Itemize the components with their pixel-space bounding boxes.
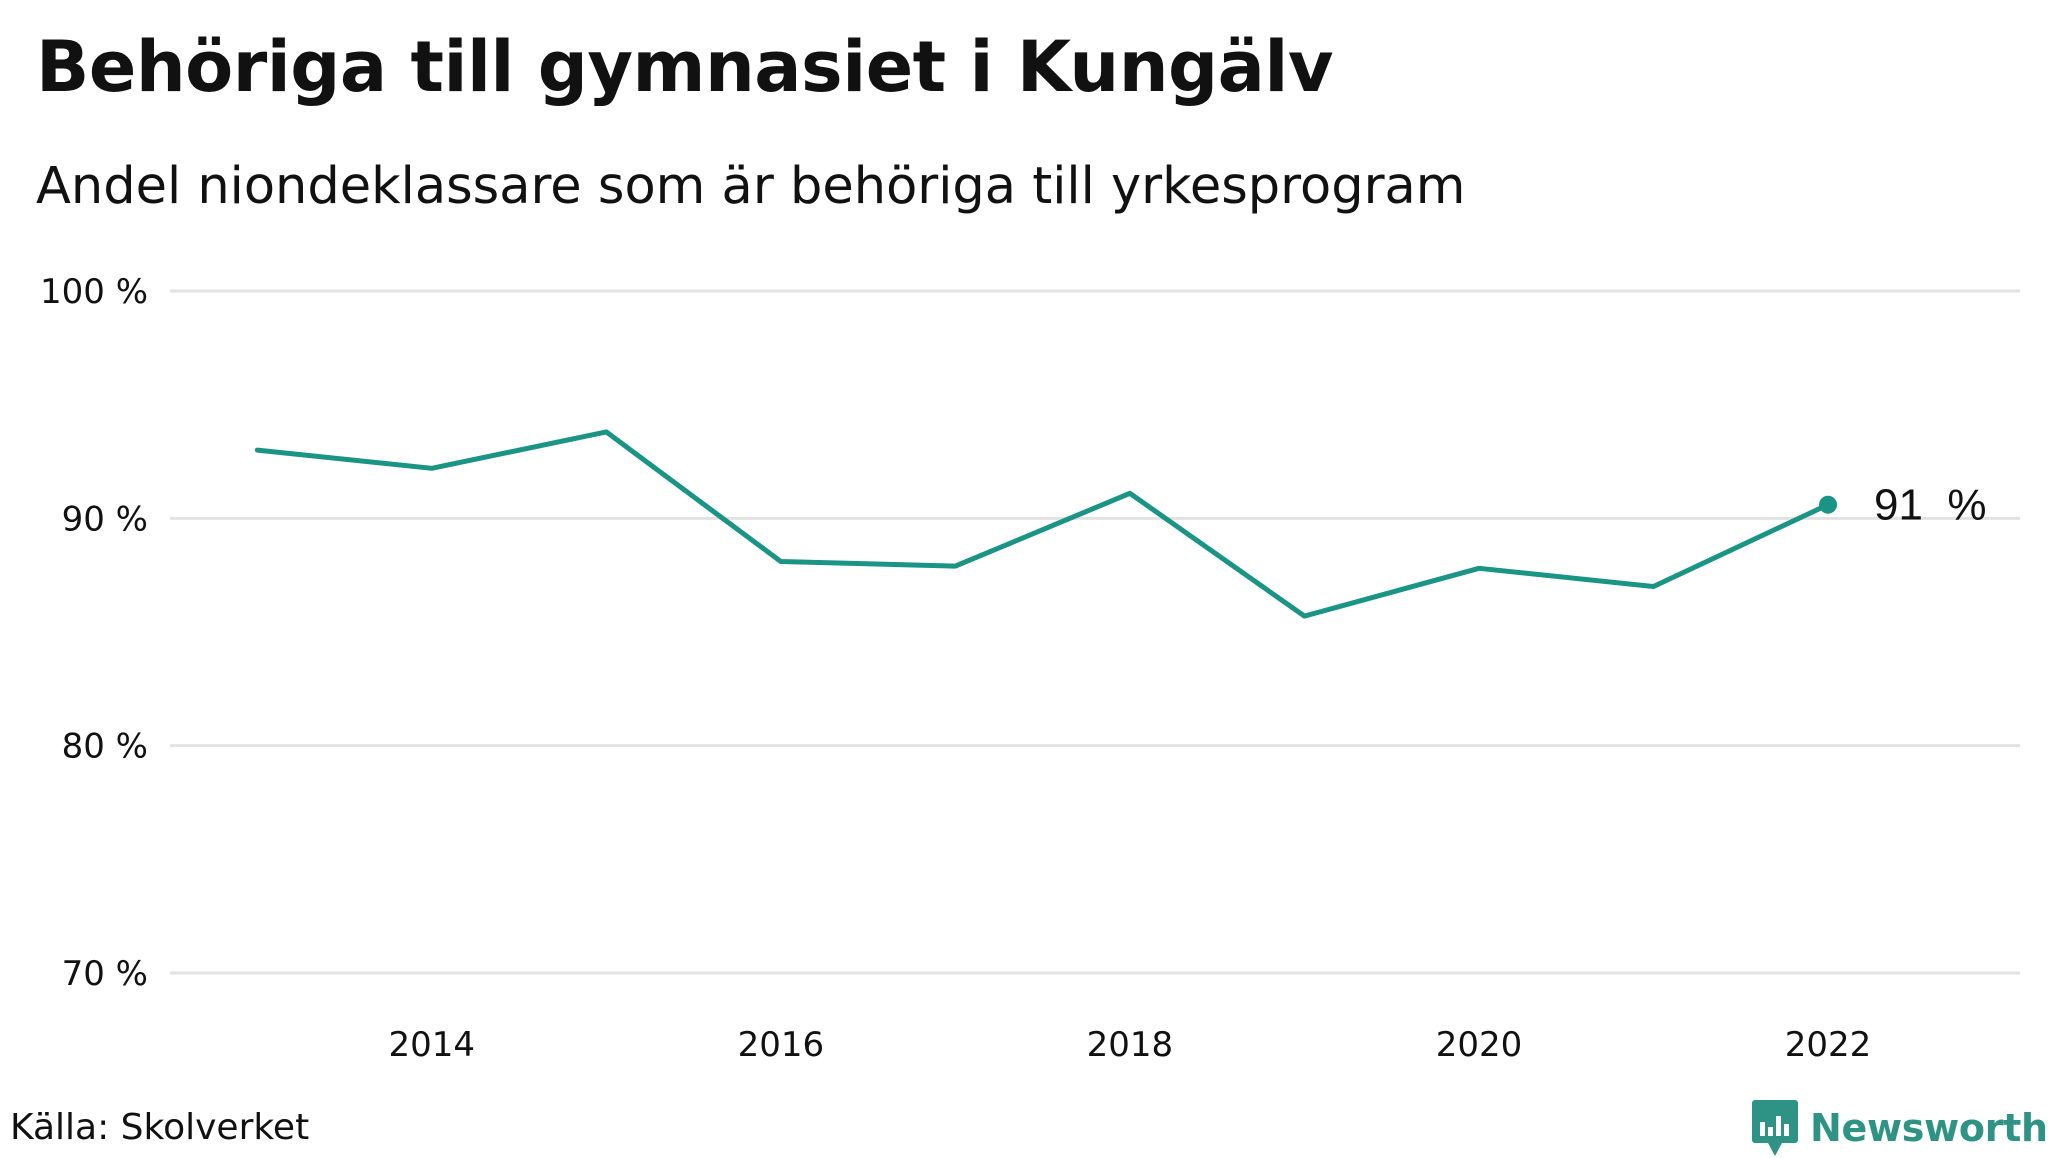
end-value-label-0: 91 % xyxy=(1874,481,1987,530)
chart-subtitle: Andel niondeklassare som är behöriga til… xyxy=(36,157,1466,216)
y-tick-label-3: 100 % xyxy=(40,272,148,312)
chart-title: Behöriga till gymnasiet i Kungälv xyxy=(36,26,1334,108)
y-tick-label-1: 80 % xyxy=(62,727,148,767)
y-tick-label-2: 90 % xyxy=(62,499,148,539)
source-note: Källa: Skolverket xyxy=(10,1107,310,1148)
x-tick-label-2: 2018 xyxy=(1087,1025,1174,1065)
x-tick-label-4: 2022 xyxy=(1785,1025,1872,1065)
newsworthy-logo-icon xyxy=(1752,1100,1798,1156)
brand-name: Newsworthy xyxy=(1810,1106,2048,1150)
series-line-0 xyxy=(254,429,1831,619)
x-tick-label-0: 2014 xyxy=(389,1025,476,1065)
brand-mark: Newsworthy xyxy=(1752,1098,2048,1158)
y-tick-label-0: 70 % xyxy=(62,954,148,994)
series-end-point-0 xyxy=(1819,495,1838,514)
x-tick-label-3: 2020 xyxy=(1436,1025,1523,1065)
x-tick-label-1: 2016 xyxy=(738,1025,825,1065)
